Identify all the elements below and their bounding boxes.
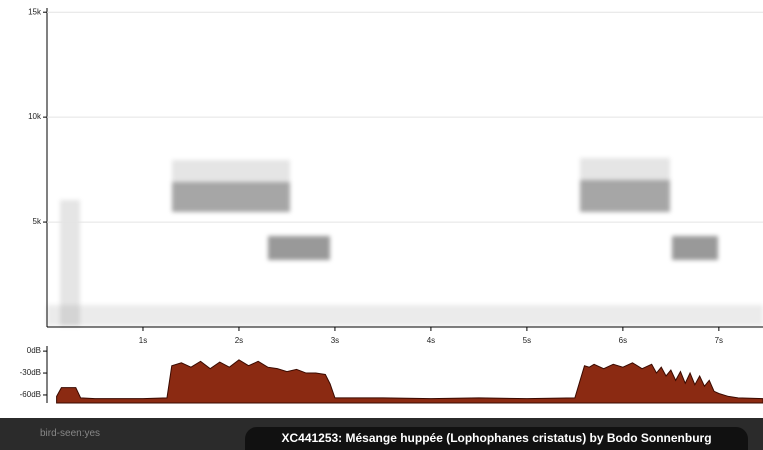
x-tick-label: 5s <box>523 336 531 345</box>
y-tick-label: 10k <box>28 112 42 121</box>
tag: bird-seen:yes <box>40 428 101 439</box>
x-tick-label: 3s <box>331 336 339 345</box>
recording-title[interactable]: XC441253: Mésange huppée (Lophophanes cr… <box>245 427 748 450</box>
chart: 5k 10k 15k 1s 2s 3s 4s 5s 6s 7s 0dB -30dB -60dB <box>20 7 763 404</box>
y-tick-label: 5k <box>33 217 42 226</box>
x-tick-label: 1s <box>139 336 147 345</box>
y-tick-label: -30dB <box>20 368 41 377</box>
x-tick-label: 7s <box>715 336 723 345</box>
y-tick-label: 15k <box>28 7 42 16</box>
envelope-area <box>56 359 763 404</box>
y-tick-label: 0dB <box>27 346 41 355</box>
x-tick-label: 6s <box>619 336 627 345</box>
footer-bar: bird-seen:yes XC441253: Mésange huppée (… <box>0 418 763 450</box>
spectrogram-texture <box>47 158 763 326</box>
x-tick-label: 2s <box>235 336 243 345</box>
x-tick-label: 4s <box>427 336 435 345</box>
y-tick-label: -60dB <box>20 390 41 399</box>
